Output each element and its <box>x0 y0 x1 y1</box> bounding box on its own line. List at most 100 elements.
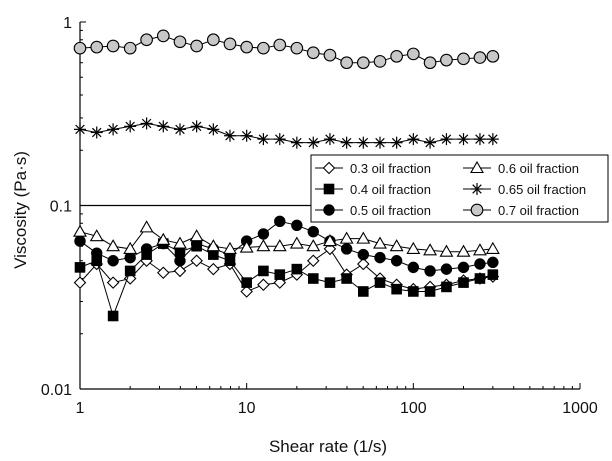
data-point <box>423 56 437 70</box>
legend-marker <box>323 204 335 216</box>
data-point <box>74 262 86 273</box>
data-point <box>174 255 186 267</box>
data-point <box>258 265 269 277</box>
data-point <box>406 241 421 254</box>
data-point <box>273 133 286 146</box>
data-point <box>389 239 404 252</box>
data-point <box>323 242 337 256</box>
legend-entry: 0.3 oil fraction <box>315 161 431 176</box>
data-point <box>474 258 486 270</box>
data-point <box>456 244 471 257</box>
data-point <box>424 265 436 277</box>
data-point <box>190 254 203 268</box>
legend-label: 0.6 oil fraction <box>498 161 579 176</box>
data-point <box>107 310 119 322</box>
legend-marker <box>471 183 483 195</box>
data-point <box>223 129 236 142</box>
data-point <box>90 40 104 54</box>
legend-marker <box>323 183 335 195</box>
data-point <box>374 136 387 149</box>
data-point <box>306 239 321 252</box>
data-point <box>458 277 469 288</box>
data-point <box>140 117 153 130</box>
data-point <box>390 136 403 149</box>
data-point <box>407 133 420 146</box>
data-point <box>90 126 103 139</box>
data-point <box>74 235 86 247</box>
data-point <box>374 277 386 288</box>
data-point <box>239 240 254 253</box>
legend-label: 0.7 oil fraction <box>498 203 579 218</box>
data-point <box>257 41 270 55</box>
data-point <box>223 241 237 254</box>
data-point <box>156 232 171 245</box>
data-point <box>173 264 187 278</box>
data-point <box>323 133 336 146</box>
data-point <box>290 136 303 149</box>
data-point <box>307 136 320 149</box>
data-point <box>91 247 103 259</box>
data-point <box>356 231 371 244</box>
data-point <box>373 236 387 249</box>
legend-label: 0.3 oil fraction <box>350 161 431 176</box>
data-point <box>107 123 120 136</box>
series-layer <box>73 29 500 322</box>
data-point <box>323 48 337 62</box>
data-point <box>73 224 87 237</box>
data-point <box>357 248 370 261</box>
data-point <box>140 33 153 47</box>
legend-entry: 0.5 oil fraction <box>315 203 431 218</box>
data-point <box>487 269 499 280</box>
data-point <box>124 251 136 264</box>
legend-marker <box>322 161 336 175</box>
data-point <box>391 283 402 295</box>
data-point <box>223 37 237 51</box>
data-point <box>241 277 252 288</box>
data-point <box>374 251 386 264</box>
data-point <box>207 123 220 136</box>
legend-label: 0.65 oil fraction <box>498 182 586 197</box>
data-point <box>486 133 499 146</box>
data-point <box>240 285 253 298</box>
data-point <box>339 231 354 244</box>
x-tick-label: 10 <box>238 400 256 417</box>
x-tick-label: 1000 <box>562 400 598 417</box>
data-point <box>291 219 303 232</box>
data-point <box>157 266 170 280</box>
data-point <box>73 41 87 55</box>
data-point <box>424 286 436 297</box>
data-point <box>306 46 320 60</box>
data-point <box>274 269 286 280</box>
data-point <box>440 133 453 146</box>
data-point <box>257 278 270 292</box>
data-point <box>440 53 453 67</box>
data-point <box>173 35 187 49</box>
data-point <box>274 215 286 228</box>
x-tick-label: 100 <box>400 400 427 417</box>
data-point <box>307 254 320 268</box>
y-tick-label: 0.01 <box>41 382 72 399</box>
data-point <box>486 49 500 63</box>
data-point <box>189 229 204 242</box>
data-point <box>124 120 137 133</box>
x-axis-label: Shear rate (1/s) <box>269 437 387 456</box>
data-point <box>89 229 104 242</box>
legend-entry: 0.65 oil fraction <box>463 182 586 197</box>
data-point <box>206 33 220 47</box>
series-0-7-oil-fraction <box>73 29 500 70</box>
data-point <box>173 236 187 249</box>
data-point <box>257 133 270 146</box>
data-point <box>73 276 87 289</box>
data-point <box>457 133 470 146</box>
data-point <box>157 120 170 133</box>
data-point <box>340 56 353 70</box>
data-point <box>273 38 287 52</box>
data-point <box>257 228 270 240</box>
data-point <box>358 286 369 297</box>
legend-entry: 0.7 oil fraction <box>463 203 579 218</box>
data-point <box>190 120 203 133</box>
data-point <box>439 244 454 257</box>
data-point <box>123 41 137 55</box>
data-point <box>106 39 120 53</box>
y-tick-label: 0.1 <box>50 199 72 216</box>
